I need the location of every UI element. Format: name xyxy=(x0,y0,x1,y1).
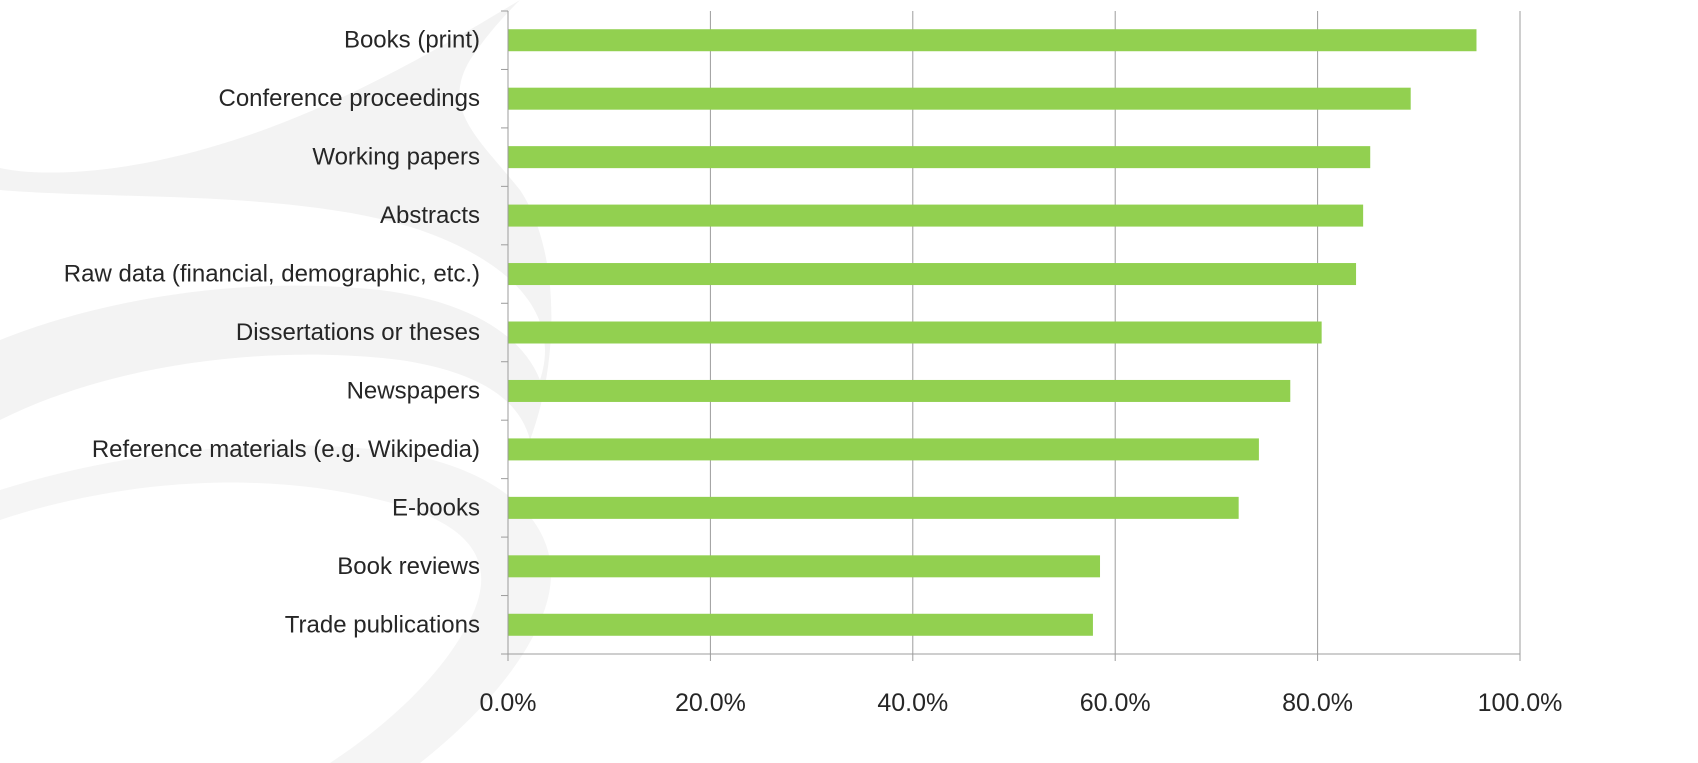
bar xyxy=(508,496,1239,519)
bar xyxy=(508,321,1322,344)
x-tick-label: 20.0% xyxy=(675,689,746,717)
category-label: E-books xyxy=(392,494,480,521)
bar xyxy=(508,204,1364,227)
bar xyxy=(508,555,1101,578)
category-label: Abstracts xyxy=(380,202,480,229)
axes xyxy=(501,10,1521,661)
watermark-swoosh-lower xyxy=(0,445,552,763)
x-tick-label: 100.0% xyxy=(1478,689,1563,717)
bar xyxy=(508,146,1371,169)
category-label: Reference materials (e.g. Wikipedia) xyxy=(92,436,480,463)
x-tick-label: 60.0% xyxy=(1080,689,1151,717)
bar xyxy=(508,29,1477,52)
category-label: Dissertations or theses xyxy=(236,319,480,346)
category-label: Raw data (financial, demographic, etc.) xyxy=(64,261,480,288)
category-label: Book reviews xyxy=(337,553,480,580)
category-label: Books (print) xyxy=(344,27,480,54)
x-tick-label: 0.0% xyxy=(480,689,537,717)
bar xyxy=(508,379,1291,402)
category-label: Newspapers xyxy=(347,377,480,404)
category-label: Conference proceedings xyxy=(218,85,480,112)
category-labels: Books (print) Conference proceedings Worki… xyxy=(64,27,480,639)
background-watermark-swoosh xyxy=(0,0,552,763)
category-label: Trade publications xyxy=(285,611,480,638)
x-tick-label: 80.0% xyxy=(1282,689,1353,717)
x-tick-labels: 0.0% 20.0% 40.0% 60.0% 80.0% 100.0% xyxy=(480,689,1563,717)
bars xyxy=(508,29,1477,636)
x-tick-label: 40.0% xyxy=(877,689,948,717)
category-label: Working papers xyxy=(312,144,480,171)
bar xyxy=(508,263,1357,286)
watermark-swoosh-upper xyxy=(0,0,552,440)
bar xyxy=(508,613,1093,636)
bar xyxy=(508,438,1259,461)
bar xyxy=(508,87,1411,110)
